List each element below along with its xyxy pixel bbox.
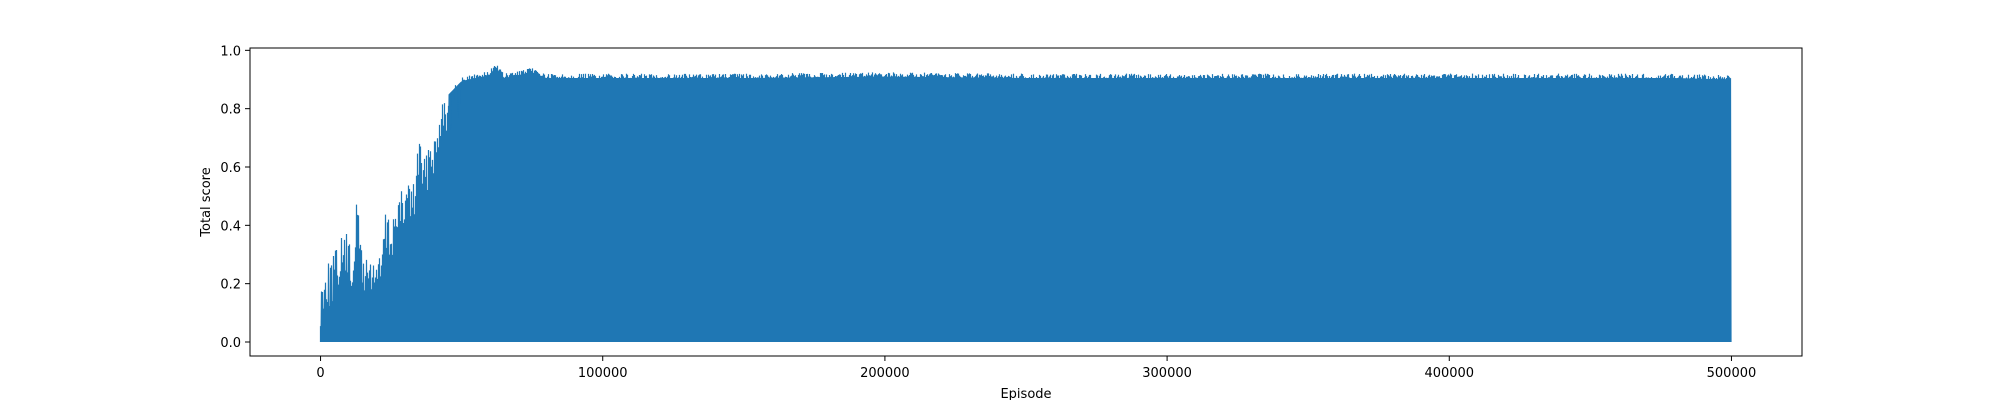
y-tick-label: 0.8 [220,103,241,118]
plot-area-frame [249,47,1803,357]
y-tick-label: 0.2 [220,278,241,293]
y-tick-label: 1.0 [220,44,241,59]
x-axis-label: Episode [1000,387,1051,400]
y-axis: 0.0 0.2 0.4 0.6 0.8 1.0 [220,44,250,351]
x-tick-label: 400000 [1424,366,1474,381]
x-tick-label: 500000 [1707,366,1757,381]
y-tick-label: 0.4 [220,219,241,234]
score-series-line [319,65,1732,343]
x-axis: 0 100000 200000 300000 400000 500000 [316,356,1756,381]
y-tick-label: 0.6 [220,161,241,176]
x-tick-label: 300000 [1142,366,1192,381]
x-tick-label: 100000 [578,366,628,381]
x-tick-label: 0 [316,366,324,381]
y-tick-label: 0.0 [220,336,241,351]
series-layer [319,65,1732,343]
y-axis-label: Total score [199,167,214,237]
x-tick-label: 200000 [860,366,910,381]
